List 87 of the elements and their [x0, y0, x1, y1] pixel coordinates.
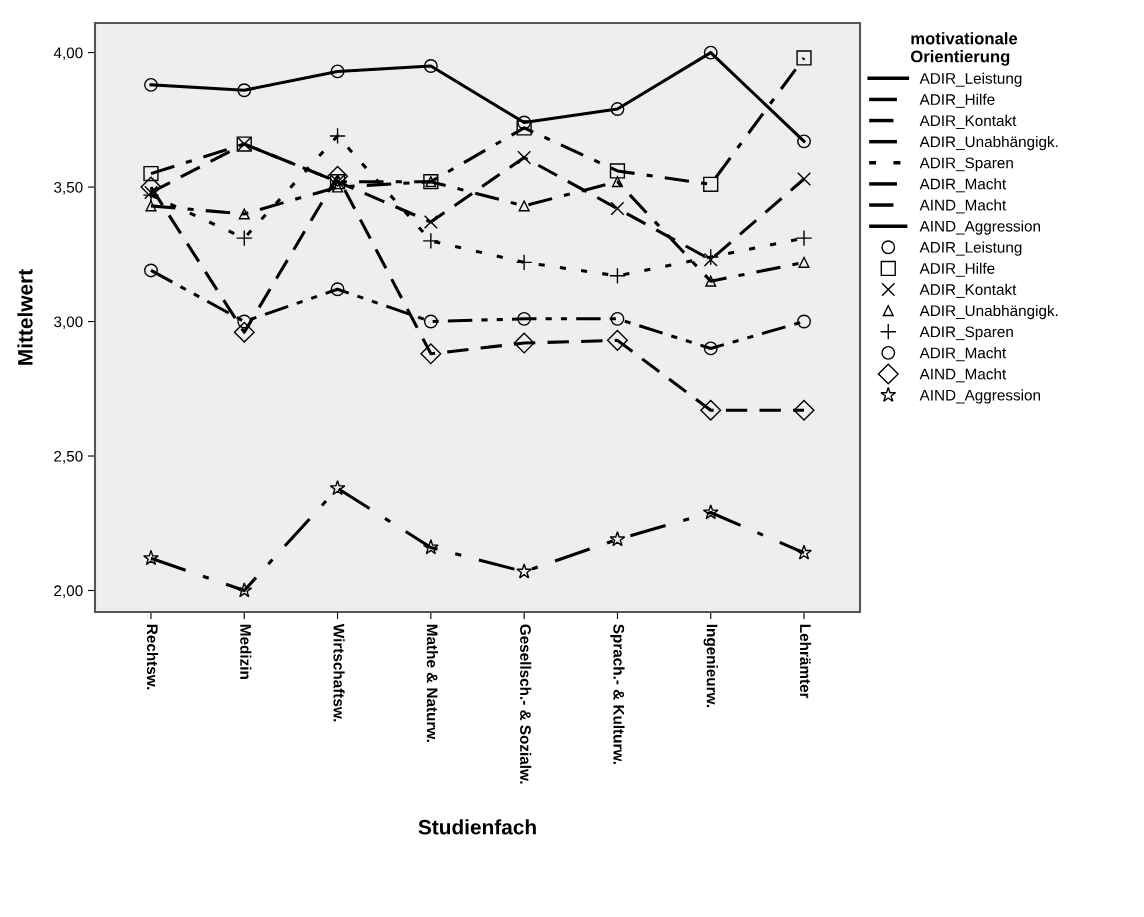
point [329, 127, 346, 145]
point [144, 263, 158, 278]
point [518, 200, 530, 212]
text: ADIR_Hilfe [919, 262, 995, 277]
point [140, 176, 162, 198]
point [516, 563, 533, 579]
legend-label: ADIR_Sparen [919, 157, 1013, 172]
point [700, 399, 722, 421]
x-tick-label: Medizin [240, 624, 252, 679]
point [329, 479, 346, 496]
point [235, 229, 253, 247]
text: ADIR_Macht [919, 178, 1007, 193]
text: ADIR_Kontakt [919, 283, 1017, 298]
point [609, 267, 626, 285]
x-tick-label: Sprach.- & Kulturw. [610, 624, 625, 764]
y-tick-label: 2,50 [54, 450, 83, 464]
point [798, 256, 810, 268]
x-tick-label: Lehrämter [799, 624, 812, 699]
point [422, 539, 439, 555]
point [797, 172, 811, 186]
legend-label: AIND_Macht [919, 199, 1007, 214]
legend-title: motivationale Orientierung [910, 32, 1018, 66]
text: AIND_Macht [919, 368, 1007, 383]
point [703, 45, 718, 60]
point [330, 282, 345, 297]
legend-label: AIND_Aggression [919, 389, 1041, 404]
point [609, 531, 626, 547]
point [797, 314, 811, 329]
point [796, 544, 812, 560]
legend-label: ADIR_Unabhängigk. [919, 304, 1058, 320]
point [609, 163, 626, 179]
legend-label: ADIR_Leistung [919, 72, 1022, 87]
text: ADIR_Unabhängigk. [919, 135, 1058, 151]
x-tick-label: Wirtschaftsw. [333, 623, 345, 722]
point [236, 582, 253, 598]
point [606, 329, 628, 351]
point [517, 311, 532, 326]
y-axis-title: Mittelwert [17, 269, 33, 365]
point [703, 176, 719, 193]
point [793, 399, 815, 421]
point [610, 201, 625, 216]
point [423, 215, 438, 229]
x-tick-label: Ingenieurw. [703, 624, 718, 708]
point [702, 504, 719, 520]
text: ADIR_Leistung [919, 241, 1022, 256]
point [233, 321, 255, 343]
point [516, 120, 532, 136]
x-axis-title: Studienfach [418, 819, 536, 835]
point [611, 176, 623, 188]
x-tick-label: Mathe & Naturw. [426, 624, 438, 742]
point [237, 314, 252, 329]
point [144, 77, 158, 92]
point [143, 549, 159, 566]
point [420, 343, 442, 365]
point [515, 254, 533, 271]
point [610, 102, 625, 117]
point [703, 341, 718, 356]
point [517, 150, 532, 165]
point [796, 50, 812, 66]
point [703, 252, 718, 267]
y-tick-label: 2,00 [54, 585, 83, 598]
point [238, 208, 250, 220]
y-tick-label: 3,00 [54, 316, 83, 330]
legend-label: ADIR_Hilfe [919, 93, 995, 108]
point [330, 64, 345, 79]
point [517, 115, 532, 130]
point [327, 165, 349, 187]
text: ADIR_Sparen [919, 326, 1013, 341]
point [237, 83, 252, 98]
point [513, 332, 535, 354]
point [423, 314, 438, 329]
point [797, 134, 811, 149]
x-tick-label: Rechtsw. [146, 624, 159, 690]
text: AIND_Aggression [919, 220, 1041, 235]
point [145, 200, 157, 212]
x-tick-label: Gesellsch.- & Sozialw. [520, 624, 532, 784]
point [702, 248, 720, 266]
point [795, 229, 813, 247]
point [422, 232, 440, 250]
y-tick-label: 4,00 [53, 47, 83, 61]
y-tick-label: 3,50 [54, 181, 83, 195]
legend-label: ADIR_Kontakt [919, 114, 1017, 129]
point [423, 59, 438, 73]
point [705, 275, 717, 287]
point [610, 311, 625, 326]
point [143, 165, 159, 182]
legend-label: ADIR_Macht [919, 347, 1007, 362]
